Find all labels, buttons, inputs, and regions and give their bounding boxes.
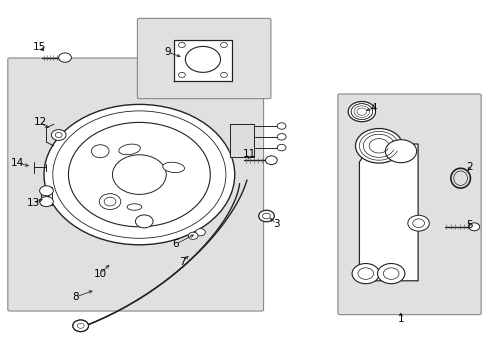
Ellipse shape — [119, 144, 140, 155]
Polygon shape — [359, 144, 417, 281]
Circle shape — [195, 229, 205, 236]
Circle shape — [377, 264, 404, 284]
Circle shape — [77, 323, 84, 328]
Text: 2: 2 — [465, 162, 472, 172]
FancyBboxPatch shape — [8, 58, 263, 311]
Text: 8: 8 — [72, 292, 79, 302]
FancyBboxPatch shape — [337, 94, 480, 315]
Circle shape — [258, 210, 274, 222]
Polygon shape — [173, 40, 232, 81]
Circle shape — [59, 53, 71, 62]
Text: 11: 11 — [242, 149, 256, 159]
Circle shape — [178, 72, 185, 77]
Circle shape — [407, 215, 428, 231]
Text: 4: 4 — [369, 103, 376, 113]
Circle shape — [383, 268, 398, 279]
Circle shape — [277, 134, 285, 140]
Circle shape — [40, 197, 53, 207]
Circle shape — [178, 42, 185, 48]
Text: 9: 9 — [164, 47, 171, 57]
Polygon shape — [229, 124, 254, 157]
Text: 3: 3 — [272, 219, 279, 229]
Circle shape — [73, 320, 88, 332]
Circle shape — [91, 145, 109, 158]
Circle shape — [468, 223, 479, 231]
Circle shape — [385, 140, 416, 163]
Circle shape — [412, 219, 424, 228]
Circle shape — [112, 155, 166, 194]
Text: 12: 12 — [33, 117, 47, 127]
Text: 14: 14 — [10, 158, 24, 168]
FancyBboxPatch shape — [137, 18, 270, 99]
Circle shape — [355, 129, 402, 163]
Text: 1: 1 — [397, 314, 404, 324]
Circle shape — [77, 323, 84, 328]
Circle shape — [135, 215, 153, 228]
Circle shape — [350, 104, 372, 120]
Circle shape — [99, 194, 121, 210]
Ellipse shape — [127, 204, 142, 210]
Circle shape — [357, 268, 373, 279]
Circle shape — [351, 264, 379, 284]
Circle shape — [44, 104, 234, 245]
Text: 7: 7 — [179, 257, 185, 267]
Circle shape — [265, 156, 277, 165]
Circle shape — [277, 144, 285, 151]
Circle shape — [185, 46, 220, 72]
Circle shape — [347, 102, 375, 122]
Ellipse shape — [163, 162, 184, 172]
Circle shape — [40, 186, 53, 196]
Circle shape — [262, 213, 270, 219]
Circle shape — [104, 197, 116, 206]
Circle shape — [73, 320, 88, 332]
Circle shape — [277, 123, 285, 129]
Text: 10: 10 — [94, 269, 106, 279]
Text: 15: 15 — [32, 42, 46, 52]
Text: 13: 13 — [26, 198, 40, 208]
Circle shape — [220, 72, 227, 77]
Circle shape — [51, 130, 66, 140]
Text: 6: 6 — [172, 239, 179, 249]
Circle shape — [220, 42, 227, 48]
Circle shape — [55, 132, 62, 138]
Text: 5: 5 — [465, 220, 472, 230]
Circle shape — [188, 232, 198, 239]
